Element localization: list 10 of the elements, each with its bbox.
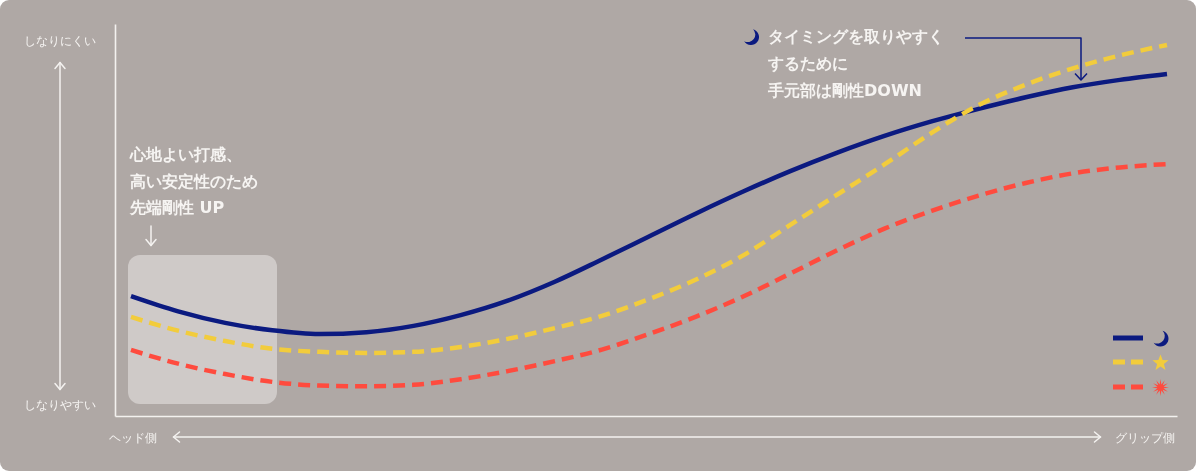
text: しなりやすい xyxy=(24,398,96,412)
text: しなりにくい xyxy=(24,34,96,48)
annotation: タイミングを取りやすく xyxy=(768,27,944,46)
text: グリップ側 xyxy=(1115,431,1175,445)
text: ヘッド側 xyxy=(109,431,157,445)
annotation: 高い安定性のため xyxy=(130,172,258,191)
annotation: 先端剛性 UP xyxy=(129,198,225,217)
annotation: 心地よい打感、 xyxy=(129,145,242,164)
annotation: するために xyxy=(767,54,848,73)
annotation: 手元部は剛性DOWN xyxy=(767,81,922,100)
